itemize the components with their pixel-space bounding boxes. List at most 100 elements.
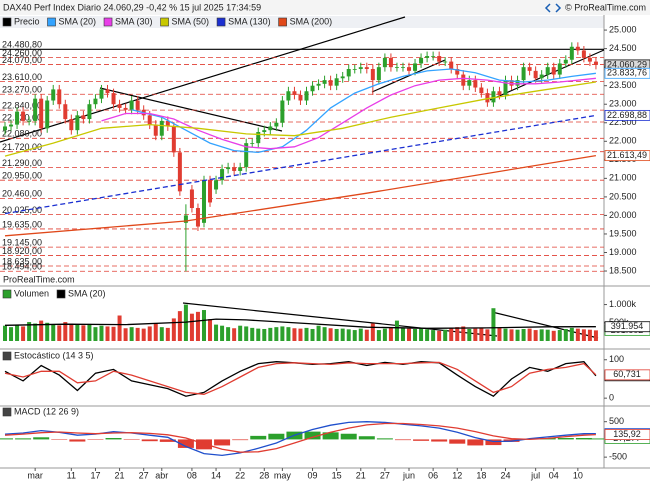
candle-body — [3, 126, 7, 131]
level-label: 19.635,00 — [2, 219, 42, 229]
candle-body — [328, 80, 333, 86]
x-tick-label: mar — [27, 470, 43, 480]
bar — [328, 328, 333, 341]
bar — [304, 327, 309, 341]
bar — [51, 324, 56, 341]
bar — [99, 325, 104, 341]
candle-body — [286, 91, 291, 101]
bar — [388, 327, 393, 341]
bar — [340, 433, 357, 440]
bar — [57, 325, 62, 341]
value-box — [604, 67, 650, 79]
y-tick-label: -500 — [609, 452, 627, 462]
header-bar — [0, 0, 650, 15]
bar — [105, 326, 110, 341]
legend-label: SMA (30) — [115, 16, 153, 26]
bar — [485, 329, 490, 341]
bar — [431, 330, 436, 341]
bar — [322, 432, 339, 440]
candle-body — [581, 50, 586, 58]
y-tick-label: 500 — [609, 416, 624, 426]
candle-body — [15, 111, 20, 125]
value-box-label: 21.613,49 — [607, 150, 647, 160]
candle-body — [69, 119, 74, 131]
candle-body — [214, 180, 219, 190]
candle-body — [569, 46, 574, 60]
candle-body — [220, 169, 225, 181]
bar — [274, 327, 279, 341]
bar — [81, 325, 86, 341]
candle-body — [485, 93, 490, 103]
x-tick-label: 11 — [67, 470, 76, 480]
bar — [123, 439, 140, 440]
x-tick-label: abr — [155, 470, 168, 480]
value-box-label: 24.060,29 — [607, 59, 647, 69]
bar — [15, 438, 32, 440]
trendline — [489, 49, 605, 101]
legend-label: SMA (20) — [59, 16, 97, 26]
y-tick-label: 0 — [609, 393, 614, 403]
bar — [232, 439, 249, 441]
bar — [557, 438, 574, 440]
bar — [33, 323, 38, 341]
bar — [358, 328, 363, 341]
candle-body — [280, 100, 285, 123]
legend-swatch — [2, 289, 12, 299]
nav-arrows[interactable] — [544, 3, 562, 13]
candle-body — [75, 115, 80, 131]
candle-body — [394, 67, 399, 68]
bar — [183, 304, 188, 341]
bar — [461, 326, 466, 341]
bar — [455, 327, 460, 341]
bar — [376, 438, 393, 440]
candle-body — [262, 130, 267, 133]
level-label: 20.025,00 — [2, 205, 42, 215]
bar — [147, 326, 152, 341]
candle-body — [557, 63, 562, 75]
legend-swatch — [47, 17, 56, 27]
bar — [159, 327, 164, 341]
candle-body — [491, 91, 496, 103]
legend-swatch — [216, 17, 226, 27]
candle-body — [93, 98, 98, 105]
bar — [479, 328, 484, 341]
series-line — [4, 154, 597, 237]
bar — [177, 311, 182, 341]
candle-body — [346, 69, 351, 77]
y-tick-label: 19.000 — [609, 247, 637, 257]
candle-body — [407, 67, 412, 71]
level-label: 18.920,00 — [2, 246, 42, 256]
bar — [407, 328, 412, 341]
candle-body — [129, 100, 134, 110]
bar — [69, 323, 74, 341]
legend-swatch — [2, 17, 12, 27]
value-box-label: 60,731 — [613, 369, 641, 379]
x-tick-label: 12 — [452, 470, 462, 480]
series-line — [4, 81, 596, 157]
level-label: 20.460,00 — [2, 189, 42, 199]
legend-label: Volumen — [14, 288, 49, 298]
bar — [575, 328, 580, 341]
bar — [545, 329, 550, 341]
legend-swatch — [56, 289, 66, 299]
bar — [587, 438, 604, 440]
candle-body — [497, 91, 502, 95]
x-tick-label: 15 — [332, 470, 342, 480]
bar — [413, 328, 418, 341]
candle-body — [292, 91, 297, 95]
bar — [334, 328, 339, 341]
candle-body — [563, 59, 568, 64]
candle-body — [45, 100, 50, 129]
bar — [539, 329, 544, 341]
bar — [87, 439, 104, 440]
bar — [557, 330, 562, 341]
bar — [9, 327, 14, 341]
candle-body — [545, 67, 550, 75]
candle-body — [473, 80, 478, 88]
bar — [256, 328, 261, 341]
bar — [376, 330, 381, 341]
candle-body — [27, 120, 32, 122]
series-line — [131, 68, 596, 154]
level-label: 24.070,00 — [2, 55, 42, 65]
candle-body — [443, 61, 448, 63]
